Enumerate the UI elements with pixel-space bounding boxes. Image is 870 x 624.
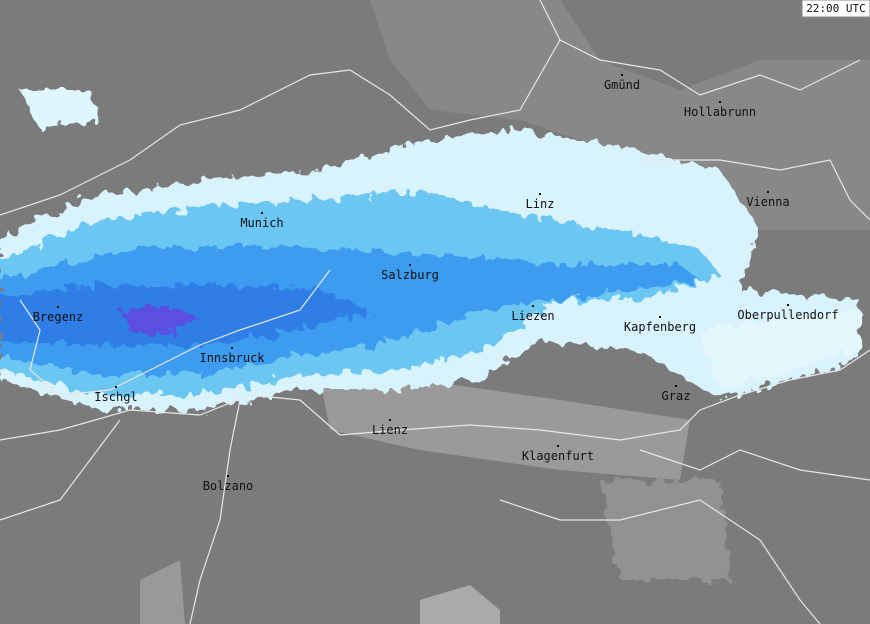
- city-label: Linz: [526, 197, 555, 211]
- city-dot: [621, 74, 623, 76]
- city-dot: [767, 191, 769, 193]
- city-label: Gmünd: [604, 78, 640, 92]
- city-label: Oberpullendorf: [737, 308, 838, 322]
- city-dot: [659, 316, 661, 318]
- city-label: Liezen: [511, 309, 554, 323]
- timestamp-box: [801, 0, 870, 18]
- city-dot: [532, 305, 534, 307]
- city-dot: [57, 306, 59, 308]
- city-layer: Gmünd Hollabrunn Linz Vienna Munich Salzburg B…: [33, 74, 839, 493]
- city-label: Graz: [662, 389, 691, 403]
- city-dot: [115, 386, 117, 388]
- city-label: Munich: [240, 216, 283, 230]
- city-dot: [389, 419, 391, 421]
- city-label: Innsbruck: [199, 351, 265, 365]
- city-dot: [675, 385, 677, 387]
- city-label: Vienna: [746, 195, 789, 209]
- city-label: Lienz: [372, 423, 408, 437]
- city-dot: [409, 264, 411, 266]
- city-label: Ischgl: [94, 390, 137, 404]
- terrain: [140, 0, 870, 624]
- city-label: Kapfenberg: [624, 320, 696, 334]
- city-label: Hollabrunn: [684, 105, 756, 119]
- city-label: Bregenz: [33, 310, 84, 324]
- city-dot: [719, 101, 721, 103]
- city-dot: [557, 445, 559, 447]
- city-dot: [539, 193, 541, 195]
- city-label: Salzburg: [381, 268, 439, 282]
- timestamp: 22:00 UTC: [806, 2, 866, 15]
- city-label: Klagenfurt: [522, 449, 594, 463]
- city-dot: [787, 304, 789, 306]
- city-dot: [261, 212, 263, 214]
- city-label: Bolzano: [203, 479, 254, 493]
- city-dot: [231, 347, 233, 349]
- city-dot: [227, 475, 229, 477]
